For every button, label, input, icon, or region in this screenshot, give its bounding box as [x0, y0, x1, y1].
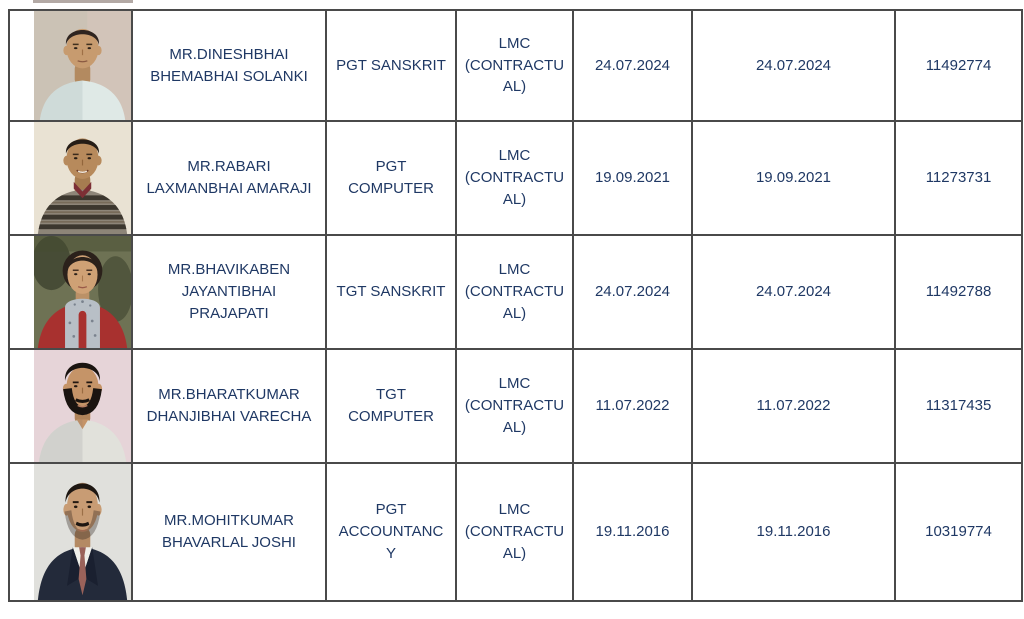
staff-name: MR.DINESHBHAI BHEMABHAI SOLANKI	[150, 45, 308, 85]
portrait-avatar	[34, 122, 131, 234]
table-row: MR.RABARI LAXMANBHAI AMARAJI PGT COMPUTE…	[8, 120, 1023, 236]
staff-photo	[34, 122, 131, 234]
staff-photo	[34, 350, 131, 462]
date-2: 24.07.2024	[755, 283, 832, 301]
date-cell-1: 19.11.2016	[572, 462, 693, 602]
category: LMC (CONTRACTU AL)	[464, 375, 565, 436]
portrait-avatar	[34, 464, 131, 600]
table-row: MR.BHARATKUMAR DHANJIBHAI VARECHA TGT CO…	[8, 348, 1023, 464]
staff-code: 11317435	[925, 397, 992, 415]
staff-photo-cell	[8, 120, 133, 236]
date-2: 19.09.2021	[755, 169, 832, 187]
designation-cell: PGT SANSKRIT	[325, 9, 457, 122]
date-cell-1: 11.07.2022	[572, 348, 693, 464]
staff-code-cell: 11273731	[894, 120, 1023, 236]
date-cell-2: 19.09.2021	[691, 120, 896, 236]
staff-name-cell: MR.MOHITKUMAR BHAVARLAL JOSHI	[131, 462, 327, 602]
designation-cell: PGT COMPUTER	[325, 120, 457, 236]
portrait-avatar	[34, 350, 131, 462]
date-1: 24.07.2024	[594, 56, 671, 74]
table-row: MR.DINESHBHAI BHEMABHAI SOLANKI PGT SANS…	[8, 9, 1023, 122]
staff-name-cell: MR.BHAVIKABEN JAYANTIBHAI PRAJAPATI	[131, 234, 327, 350]
date-1: 24.07.2024	[594, 283, 671, 301]
designation: TGT COMPUTER	[348, 386, 434, 425]
designation: PGT ACCOUNTANC Y	[338, 501, 444, 562]
date-cell-2: 19.11.2016	[691, 462, 896, 602]
category: LMC (CONTRACTU AL)	[464, 501, 565, 562]
date-1: 11.07.2022	[595, 397, 670, 415]
staff-code: 11273731	[925, 169, 992, 187]
staff-name: MR.MOHITKUMAR BHAVARLAL JOSHI	[162, 512, 296, 551]
staff-code: 10319774	[925, 523, 992, 541]
date-cell-1: 24.07.2024	[572, 9, 693, 122]
staff-code-cell: 10319774	[894, 462, 1023, 602]
staff-photo	[34, 11, 131, 120]
staff-photo-cell	[8, 348, 133, 464]
staff-code-cell: 11317435	[894, 348, 1023, 464]
staff-photo	[34, 236, 131, 348]
designation: PGT COMPUTER	[348, 158, 434, 197]
table-row: MR.MOHITKUMAR BHAVARLAL JOSHI PGT ACCOUN…	[8, 462, 1023, 602]
date-2: 24.07.2024	[755, 56, 832, 74]
date-2: 19.11.2016	[756, 523, 831, 541]
staff-name-cell: MR.RABARI LAXMANBHAI AMARAJI	[131, 120, 327, 236]
designation-cell: TGT SANSKRIT	[325, 234, 457, 350]
table-row: MR.BHAVIKABEN JAYANTIBHAI PRAJAPATI TGT …	[8, 234, 1023, 350]
staff-name-cell: MR.DINESHBHAI BHEMABHAI SOLANKI	[131, 9, 327, 122]
staff-code-cell: 11492774	[894, 9, 1023, 122]
staff-photo-cell	[8, 9, 133, 122]
staff-name: MR.RABARI LAXMANBHAI AMARAJI	[146, 158, 312, 197]
staff-code: 11492774	[925, 56, 992, 74]
category: LMC (CONTRACTU AL)	[464, 34, 565, 96]
category-cell: LMC (CONTRACTU AL)	[455, 120, 574, 236]
category-cell: LMC (CONTRACTU AL)	[455, 234, 574, 350]
staff-table: MR.DINESHBHAI BHEMABHAI SOLANKI PGT SANS…	[8, 9, 1023, 602]
designation: TGT SANSKRIT	[336, 283, 446, 301]
date-cell-2: 24.07.2024	[691, 9, 896, 122]
staff-photo-cell	[8, 462, 133, 602]
staff-photo	[34, 464, 131, 600]
category-cell: LMC (CONTRACTU AL)	[455, 348, 574, 464]
date-cell-1: 19.09.2021	[572, 120, 693, 236]
date-2: 11.07.2022	[756, 397, 831, 415]
previous-row-photo-remnant	[33, 0, 133, 3]
staff-code: 11492788	[925, 283, 992, 301]
date-cell-2: 24.07.2024	[691, 234, 896, 350]
staff-name-cell: MR.BHARATKUMAR DHANJIBHAI VARECHA	[131, 348, 327, 464]
designation-cell: PGT ACCOUNTANC Y	[325, 462, 457, 602]
portrait-avatar	[34, 11, 131, 120]
staff-code-cell: 11492788	[894, 234, 1023, 350]
date-cell-2: 11.07.2022	[691, 348, 896, 464]
staff-photo-cell	[8, 234, 133, 350]
staff-name: MR.BHAVIKABEN JAYANTIBHAI PRAJAPATI	[167, 261, 291, 322]
date-cell-1: 24.07.2024	[572, 234, 693, 350]
designation: PGT SANSKRIT	[336, 56, 446, 74]
category: LMC (CONTRACTU AL)	[464, 147, 565, 208]
date-1: 19.09.2021	[594, 169, 671, 187]
date-1: 19.11.2016	[595, 523, 670, 541]
category-cell: LMC (CONTRACTU AL)	[455, 462, 574, 602]
portrait-avatar	[34, 236, 131, 348]
designation-cell: TGT COMPUTER	[325, 348, 457, 464]
category: LMC (CONTRACTU AL)	[464, 261, 565, 322]
category-cell: LMC (CONTRACTU AL)	[455, 9, 574, 122]
staff-name: MR.BHARATKUMAR DHANJIBHAI VARECHA	[146, 386, 312, 425]
